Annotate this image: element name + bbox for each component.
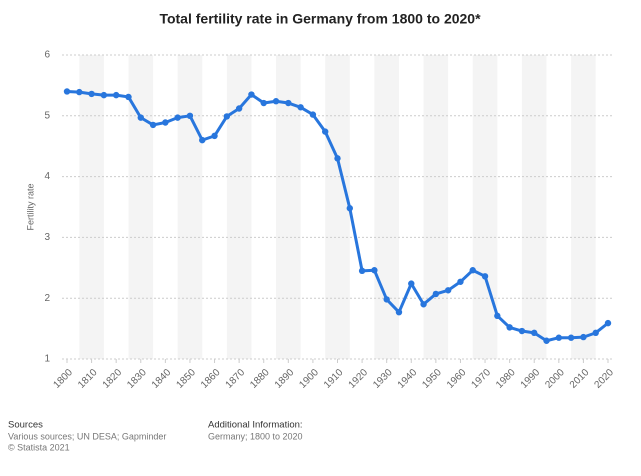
x-tick-label: 1960: [445, 367, 469, 391]
x-tick-label: 2010: [568, 367, 592, 391]
y-tick-label: 2: [44, 293, 50, 304]
data-point: [162, 119, 169, 126]
x-tick-label: 1800: [51, 367, 75, 391]
sources-title: Sources: [8, 420, 43, 431]
x-tick-label: 1820: [101, 367, 125, 391]
x-tick-label: 2000: [543, 367, 567, 391]
data-point: [383, 296, 390, 303]
data-point: [137, 114, 144, 121]
data-point: [100, 91, 108, 99]
data-point: [125, 93, 132, 101]
data-point: [272, 98, 280, 105]
x-tick-label: 2020: [592, 367, 616, 391]
x-tick-label: 1840: [150, 367, 174, 391]
data-point: [543, 337, 550, 344]
band: [423, 55, 449, 359]
data-point: [567, 334, 575, 341]
band: [521, 55, 547, 359]
x-tick-label: 1870: [224, 367, 248, 391]
data-point: [186, 112, 194, 120]
sources: Various sources; UN DESA; Gapminder: [8, 431, 166, 441]
x-tick-label: 1810: [76, 367, 100, 391]
data-point: [444, 287, 452, 294]
data-point: [149, 121, 157, 129]
data-point: [358, 267, 366, 275]
data-point: [592, 329, 599, 337]
x-tick-label: 1910: [322, 367, 346, 391]
data-point: [531, 329, 538, 337]
data-point: [76, 88, 83, 96]
data-point: [199, 136, 206, 144]
band: [374, 55, 399, 359]
x-tick-label: 1860: [199, 367, 223, 391]
y-tick-label: 5: [44, 110, 50, 121]
x-tick-label: 1970: [470, 367, 494, 391]
x-tick-label: 1900: [297, 367, 321, 391]
y-tick-label: 6: [44, 50, 50, 61]
x-tick-label: 1940: [396, 367, 420, 391]
band: [177, 55, 203, 359]
data-point: [494, 312, 501, 320]
data-point: [112, 91, 120, 99]
data-point: [346, 205, 353, 212]
data-point: [174, 114, 181, 121]
y-tick-label: 4: [44, 171, 50, 182]
x-tick-label: 1930: [371, 367, 395, 391]
data-point: [555, 334, 563, 341]
data-point: [211, 132, 218, 140]
band: [79, 55, 104, 359]
data-point: [580, 333, 587, 341]
chart-title: Total fertility rate in Germany from 180…: [159, 11, 481, 27]
copyright: © Statista 2021: [8, 442, 70, 452]
info-title: Additional Information:: [208, 420, 303, 431]
data-point: [88, 90, 95, 98]
data-point: [235, 105, 243, 112]
data-point: [395, 308, 403, 316]
info: Germany; 1800 to 2020: [208, 431, 303, 441]
data-point: [604, 319, 612, 327]
data-point: [334, 155, 341, 162]
data-point: [63, 88, 71, 95]
y-tick-label: 1: [44, 354, 50, 365]
x-tick-label: 1950: [420, 367, 444, 391]
band: [325, 55, 350, 359]
data-point: [432, 290, 440, 298]
data-point: [322, 128, 329, 135]
data-point: [518, 327, 526, 335]
data-point: [469, 267, 476, 274]
data-point: [285, 99, 292, 107]
y-tick-label: 3: [44, 232, 50, 243]
data-point: [309, 111, 317, 118]
data-point: [420, 301, 427, 308]
data-point: [371, 267, 378, 274]
y-axis-label: Fertility rate: [25, 183, 35, 230]
x-tick-label: 1850: [174, 367, 198, 391]
data-point: [506, 324, 513, 331]
data-point: [297, 104, 304, 111]
x-tick-label: 1920: [347, 367, 371, 391]
x-tick-label: 1880: [248, 367, 272, 391]
data-point: [481, 273, 489, 280]
data-point: [260, 99, 267, 107]
data-point: [223, 113, 231, 120]
x-tick-label: 1990: [519, 367, 543, 391]
band: [472, 55, 498, 359]
data-point: [408, 280, 415, 287]
data-point: [457, 278, 464, 285]
x-tick-label: 1980: [494, 367, 518, 391]
band: [571, 55, 596, 359]
x-tick-label: 1830: [125, 367, 149, 391]
data-point: [248, 91, 255, 98]
x-tick-label: 1890: [273, 367, 297, 391]
